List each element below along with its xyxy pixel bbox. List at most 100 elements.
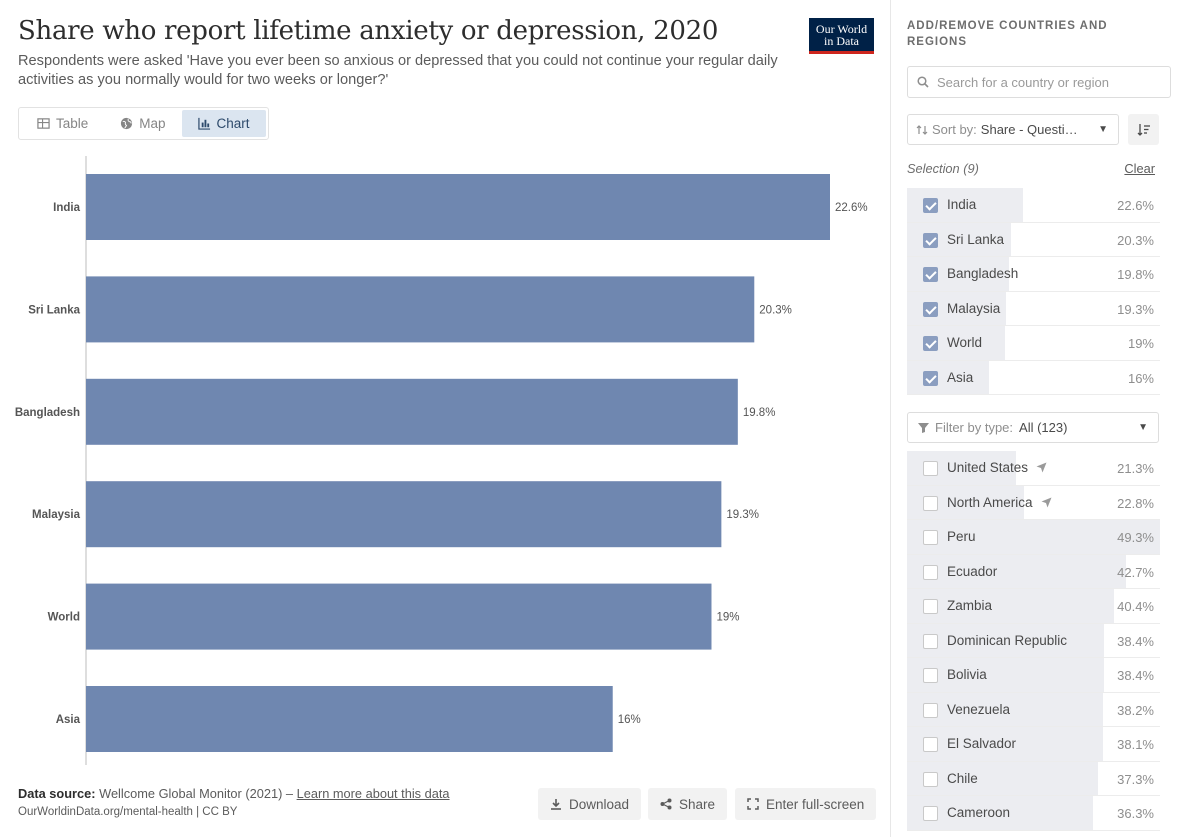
value-bar xyxy=(907,692,1104,726)
entity-name-text: India xyxy=(947,197,977,212)
entity-name-text: Malaysia xyxy=(947,300,1001,316)
checkbox[interactable] xyxy=(923,599,938,614)
chart-subtitle: Respondents were asked 'Have you ever be… xyxy=(18,53,778,88)
checkbox[interactable] xyxy=(923,702,938,718)
entity-name-text: Zambia xyxy=(947,598,993,613)
entity-name: Asia xyxy=(947,370,973,385)
list-item[interactable]: Chile 37.3% xyxy=(907,761,1160,796)
list-item[interactable]: Peru 49.3% xyxy=(907,520,1160,555)
search-input[interactable] xyxy=(937,74,1157,90)
checkbox[interactable] xyxy=(923,461,938,476)
list-item[interactable]: Bolivia 38.4% xyxy=(907,658,1160,693)
bar-bangladesh[interactable] xyxy=(86,378,738,445)
data-source: Data source: Wellcome Global Monitor (20… xyxy=(18,786,450,801)
entity-name-text: Cameroon xyxy=(947,805,1011,820)
checkbox[interactable] xyxy=(923,530,938,545)
entity-name: Cameroon xyxy=(947,805,1010,820)
checkbox[interactable] xyxy=(923,370,938,386)
entity-name-text: Asia xyxy=(947,369,974,385)
checkbox[interactable] xyxy=(923,336,938,351)
selection-row: Selection (9) Clear xyxy=(907,161,1155,176)
location-arrow-icon xyxy=(1036,462,1047,473)
bar-world[interactable] xyxy=(86,583,712,650)
bar-asia[interactable] xyxy=(86,686,613,752)
entity-value: 42.7% xyxy=(1117,564,1154,580)
entity-value: 19.8% xyxy=(1117,267,1154,282)
entity-name-text: Sri Lanka xyxy=(947,231,1005,247)
checkbox[interactable] xyxy=(923,495,938,511)
checkbox[interactable] xyxy=(923,668,938,683)
value-bar xyxy=(907,623,1105,657)
checkbox[interactable] xyxy=(923,267,938,282)
category-label: India xyxy=(53,202,80,214)
learn-more-link[interactable]: Learn more about this data xyxy=(296,786,450,801)
value-bar xyxy=(907,589,1115,623)
list-item[interactable]: United States 21.3% xyxy=(907,451,1160,486)
entity-name: Ecuador xyxy=(947,564,997,579)
share-button[interactable]: Share xyxy=(648,788,728,820)
bar-sri-lanka[interactable] xyxy=(86,276,755,343)
list-item[interactable]: Zambia 40.4% xyxy=(907,589,1160,624)
list-item[interactable]: Sri Lanka 20.3% xyxy=(907,222,1160,257)
list-item[interactable]: North America 22.8% xyxy=(907,485,1160,520)
list-item[interactable]: Venezuela 38.2% xyxy=(907,692,1160,727)
entity-name: Venezuela xyxy=(947,702,1010,717)
checkbox[interactable] xyxy=(923,633,938,649)
value-bar xyxy=(907,554,1127,588)
sort-descending-icon xyxy=(1137,123,1150,136)
value-bar xyxy=(907,520,1160,554)
tab-table[interactable]: Table xyxy=(21,110,104,137)
bar-malaysia[interactable] xyxy=(86,481,722,548)
checkbox[interactable] xyxy=(923,232,938,248)
list-item[interactable]: El Salvador 38.1% xyxy=(907,727,1160,762)
entity-name: United States xyxy=(947,460,1047,475)
list-item[interactable]: Cameroon 36.3% xyxy=(907,796,1160,831)
category-label: Malaysia xyxy=(32,509,81,521)
download-icon xyxy=(551,799,561,810)
tab-map[interactable]: Map xyxy=(104,110,181,137)
location-arrow-icon xyxy=(1041,497,1052,507)
entity-value: 38.1% xyxy=(1117,737,1154,752)
bar-chart: India 22.6% Sri Lanka 20.3% Bangladesh 19.8% M… xyxy=(15,156,868,765)
sort-dropdown[interactable]: Sort by: Share - Question: … ▼ xyxy=(907,114,1119,145)
chart-title: Share who report lifetime anxiety or dep… xyxy=(18,16,719,46)
value-label: 19.3% xyxy=(726,509,759,521)
list-item[interactable]: Ecuador 42.7% xyxy=(907,554,1160,589)
value-bar xyxy=(907,727,1103,761)
entity-name-text: Chile xyxy=(947,770,978,786)
list-item[interactable]: Bangladesh 19.8% xyxy=(907,257,1160,292)
entity-value: 16% xyxy=(1127,370,1154,386)
bar-india[interactable] xyxy=(86,174,830,240)
owid-logo[interactable]: Our World in Data xyxy=(809,18,874,54)
entity-value: 49.3% xyxy=(1117,530,1154,545)
list-item[interactable]: Asia 16% xyxy=(907,360,1160,395)
fullscreen-button[interactable]: Enter full-screen xyxy=(735,788,877,820)
checkbox[interactable] xyxy=(923,564,938,580)
entity-name-text: Ecuador xyxy=(947,563,998,579)
chevron-down-icon: ▼ xyxy=(1138,422,1148,433)
globe-icon xyxy=(121,117,133,130)
source-url[interactable]: OurWorldinData.org/mental-health | CC BY xyxy=(18,806,238,818)
checkbox[interactable] xyxy=(923,806,938,821)
list-item[interactable]: India 22.6% xyxy=(907,188,1160,223)
checkbox[interactable] xyxy=(923,301,938,317)
entity-name-text: World xyxy=(947,335,983,350)
sort-arrows-icon xyxy=(916,124,928,135)
value-bar xyxy=(907,796,1094,830)
checkbox[interactable] xyxy=(923,198,938,213)
clear-button[interactable]: Clear xyxy=(1124,161,1155,176)
search-icon xyxy=(917,76,929,88)
checkbox[interactable] xyxy=(923,771,938,787)
download-button[interactable]: Download xyxy=(538,788,642,820)
tab-chart[interactable]: Chart xyxy=(181,110,266,137)
list-item[interactable]: Malaysia 19.3% xyxy=(907,291,1160,326)
sort-direction-button[interactable] xyxy=(1128,114,1159,145)
entity-value: 38.2% xyxy=(1117,702,1154,718)
view-tabs: Table Map Chart xyxy=(18,107,269,140)
list-item[interactable]: World 19% xyxy=(907,326,1160,361)
value-label: 16% xyxy=(618,714,641,726)
list-item[interactable]: Dominican Republic 38.4% xyxy=(907,623,1160,658)
entity-value: 22.8% xyxy=(1117,495,1154,511)
checkbox[interactable] xyxy=(923,737,938,752)
filter-dropdown[interactable]: Filter by type: All (123) ▼ xyxy=(907,412,1159,443)
